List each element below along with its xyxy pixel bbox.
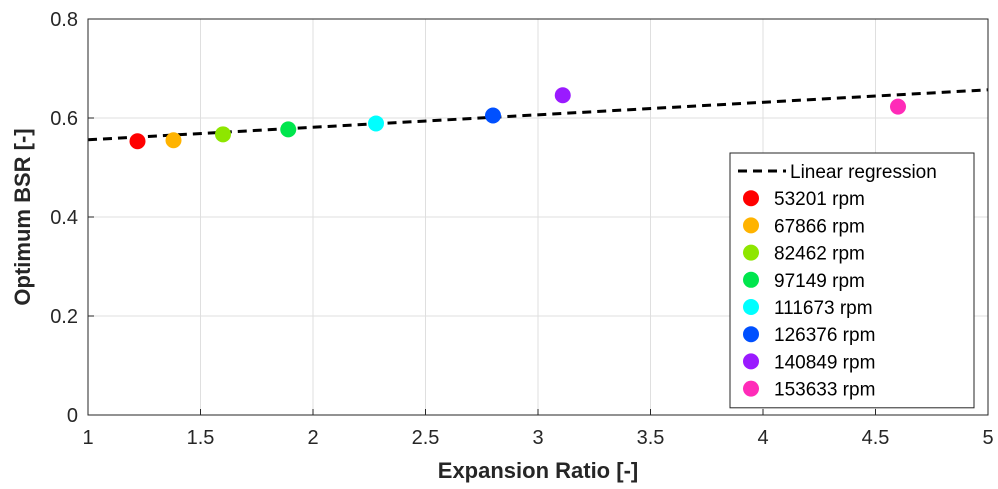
x-tick-label: 4 <box>757 427 768 449</box>
legend-label: 126376 rpm <box>774 325 875 346</box>
y-tick-label: 0.4 <box>50 207 78 229</box>
legend-marker <box>743 326 759 343</box>
x-tick-label: 4.5 <box>862 427 890 449</box>
y-tick-label: 0.2 <box>50 306 78 328</box>
legend-label: 153633 rpm <box>774 380 875 401</box>
data-point-140849-rpm <box>554 87 571 104</box>
data-point-67866-rpm <box>165 132 182 149</box>
x-axis-title: Expansion Ratio [-] <box>438 458 638 483</box>
legend-marker <box>743 299 759 315</box>
legend-marker <box>743 190 759 207</box>
legend-box <box>729 152 975 409</box>
legend-label: 67866 rpm <box>774 216 865 237</box>
legend-marker <box>743 217 759 234</box>
legend-marker <box>743 271 759 288</box>
legend-label: 111673 rpm <box>774 298 873 319</box>
data-points <box>129 87 906 150</box>
data-point-111673-rpm <box>368 115 384 132</box>
x-tick-label: 1 <box>82 427 93 449</box>
data-point-97149-rpm <box>280 121 297 138</box>
legend-marker <box>743 380 759 397</box>
y-tick-label: 0.6 <box>50 108 78 130</box>
y-axis-title: Optimum BSR [-] <box>10 128 35 305</box>
legend-label: 82462 rpm <box>774 244 865 265</box>
x-tick-label: 1.5 <box>187 427 215 449</box>
x-tick-label: 3.5 <box>637 427 665 449</box>
legend-marker <box>743 353 759 370</box>
x-tick-label: 2.5 <box>412 427 440 449</box>
legend-label: 97149 rpm <box>774 271 865 292</box>
x-tick-label: 2 <box>307 427 318 449</box>
regression-line-group <box>87 88 989 142</box>
data-point-53201-rpm <box>129 133 146 150</box>
x-tick-label: 3 <box>532 427 543 449</box>
data-point-126376-rpm <box>485 107 501 124</box>
x-axis-ticks: 1 1.5 2 2.5 3 3.5 4 4.5 5 <box>82 409 994 449</box>
legend-label: 53201 rpm <box>774 189 865 210</box>
y-tick-label: 0.8 <box>50 9 78 31</box>
y-axis-ticks: 0 0.2 0.4 0.6 0.8 <box>50 9 94 427</box>
data-point-153633-rpm <box>890 98 906 115</box>
legend-label: 140849 rpm <box>774 352 875 373</box>
x-tick-label: 5 <box>982 427 993 449</box>
legend-label-regression: Linear regression <box>790 162 937 183</box>
regression-line <box>87 88 989 142</box>
y-tick-label: 0 <box>67 405 78 427</box>
data-point-82462-rpm <box>215 126 231 143</box>
legend-marker <box>743 244 759 261</box>
legend: Linear regression 53201 rpm 67866 rpm 82462… <box>729 152 975 409</box>
